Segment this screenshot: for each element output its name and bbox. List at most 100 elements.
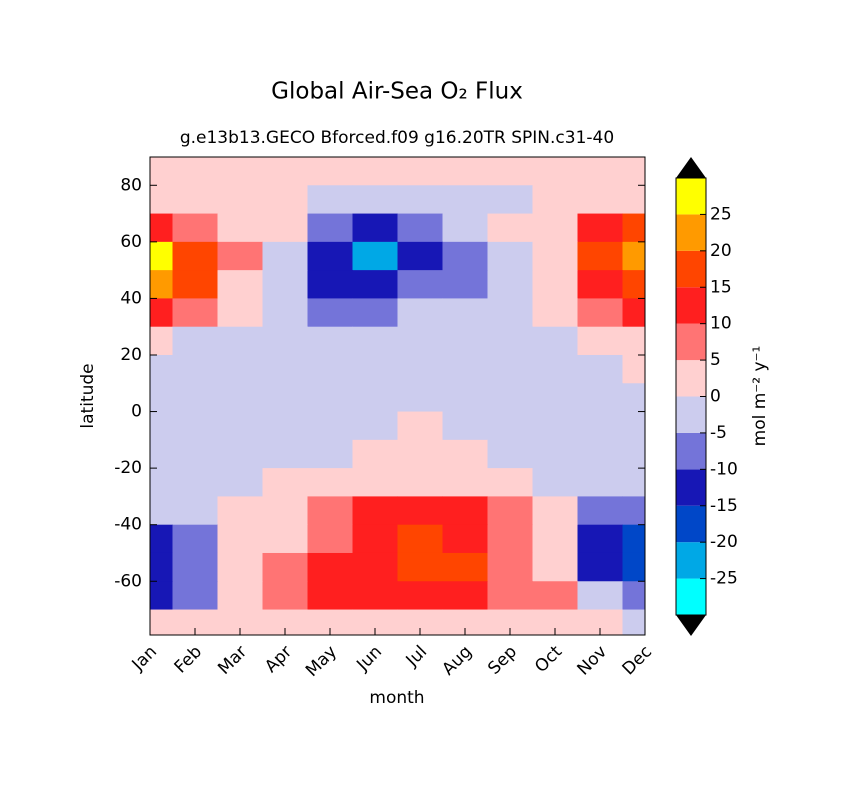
contour-cell xyxy=(397,270,443,299)
contour-cell xyxy=(487,552,533,582)
colorbar-band xyxy=(676,469,706,506)
colorbar-tick-label: -5 xyxy=(710,423,727,443)
contour-cell xyxy=(217,411,263,441)
contour-cell xyxy=(217,213,263,243)
contour-cell xyxy=(307,157,353,186)
contour-cell xyxy=(262,411,308,441)
contour-cell xyxy=(217,354,263,384)
contour-cell xyxy=(217,524,263,554)
colorbar-tick-label: -10 xyxy=(710,459,738,479)
contour-cell xyxy=(352,270,398,299)
contour-cell xyxy=(622,241,645,271)
contour-cell xyxy=(352,411,398,441)
contour-cell xyxy=(577,241,623,271)
contour-cell xyxy=(622,552,645,582)
contour-cell xyxy=(172,298,218,328)
x-tick-label: Sep xyxy=(484,642,521,679)
contour-cell xyxy=(577,157,623,186)
y-tick-label: 0 xyxy=(131,402,142,422)
contour-cell xyxy=(487,496,533,526)
contour-cell xyxy=(487,241,533,271)
contour-cell xyxy=(442,439,488,469)
contour-cell xyxy=(172,185,218,215)
contour-cell xyxy=(150,581,173,611)
x-tick-label: Oct xyxy=(531,642,566,677)
contour-cell xyxy=(307,552,353,582)
contour-cell xyxy=(532,157,578,186)
colorbar-band xyxy=(676,214,706,251)
contour-cell xyxy=(150,468,173,497)
contour-cell xyxy=(172,213,218,243)
colorbar-tick-label: -20 xyxy=(710,532,738,552)
x-axis-label: month xyxy=(369,688,424,708)
contour-cell xyxy=(150,157,173,186)
y-tick-label: 40 xyxy=(120,288,142,308)
contour-cell xyxy=(150,354,173,384)
contour-cell xyxy=(397,581,443,611)
contour-cell xyxy=(397,383,443,413)
contour-cell xyxy=(577,439,623,469)
colorbar-tick-label: 25 xyxy=(710,204,732,224)
contour-cell xyxy=(532,354,578,384)
contour-cell xyxy=(532,270,578,299)
contour-cell xyxy=(352,383,398,413)
contour-cell xyxy=(150,298,173,328)
contour-cell xyxy=(532,326,578,356)
contour-cell xyxy=(352,552,398,582)
contour-cell xyxy=(532,468,578,497)
contour-cell xyxy=(172,439,218,469)
contour-cell xyxy=(442,241,488,271)
colorbar-band xyxy=(676,323,706,361)
contour-cell xyxy=(487,298,533,328)
contour-cell xyxy=(397,157,443,186)
contour-cell xyxy=(217,496,263,526)
contour-cell xyxy=(397,439,443,469)
contour-cell xyxy=(397,468,443,497)
contour-cell xyxy=(307,185,353,215)
x-tick-label: Dec xyxy=(619,642,656,679)
chart-subtitle: g.e13b13.GECO Bforced.f09 g16.20TR SPIN.… xyxy=(180,128,614,148)
contour-cell xyxy=(150,439,173,469)
contour-cell xyxy=(532,552,578,582)
x-tick-label: Jan xyxy=(128,642,161,675)
contour-cell xyxy=(262,157,308,186)
contour-cell xyxy=(262,326,308,356)
contour-cell xyxy=(262,241,308,271)
contour-cell xyxy=(352,524,398,554)
contour-cell xyxy=(442,411,488,441)
contour-cell xyxy=(172,270,218,299)
contour-cell xyxy=(150,552,173,582)
contour-cell xyxy=(262,581,308,611)
contour-cell xyxy=(262,270,308,299)
contour-cell xyxy=(622,524,645,554)
contour-cell xyxy=(307,298,353,328)
contour-cell xyxy=(487,581,533,611)
contour-cell xyxy=(352,241,398,271)
contour-cell xyxy=(622,157,645,186)
x-tick-label: Apr xyxy=(261,642,296,677)
colorbar-tick-label: -25 xyxy=(710,569,738,589)
colorbar-tick-label: 10 xyxy=(710,314,732,334)
contour-cell xyxy=(622,468,645,497)
contour-cell xyxy=(352,157,398,186)
contour-cell xyxy=(577,581,623,611)
contour-cell xyxy=(622,609,645,635)
contour-cell xyxy=(622,213,645,243)
contour-cell xyxy=(622,326,645,356)
contour-cell xyxy=(172,411,218,441)
contour-cell xyxy=(150,213,173,243)
contour-cell xyxy=(217,157,263,186)
contour-cell xyxy=(262,439,308,469)
colorbar-band xyxy=(676,360,706,397)
contour-cell xyxy=(307,496,353,526)
x-tick-label: Jun xyxy=(352,642,386,676)
colorbar-extend-bottom xyxy=(676,615,706,636)
contour-cell xyxy=(307,411,353,441)
contour-cell xyxy=(622,185,645,215)
contour-cell xyxy=(577,185,623,215)
contour-cell xyxy=(577,326,623,356)
contour-cell xyxy=(262,552,308,582)
contour-cell xyxy=(487,468,533,497)
contour-cell xyxy=(217,581,263,611)
contour-cell xyxy=(172,468,218,497)
